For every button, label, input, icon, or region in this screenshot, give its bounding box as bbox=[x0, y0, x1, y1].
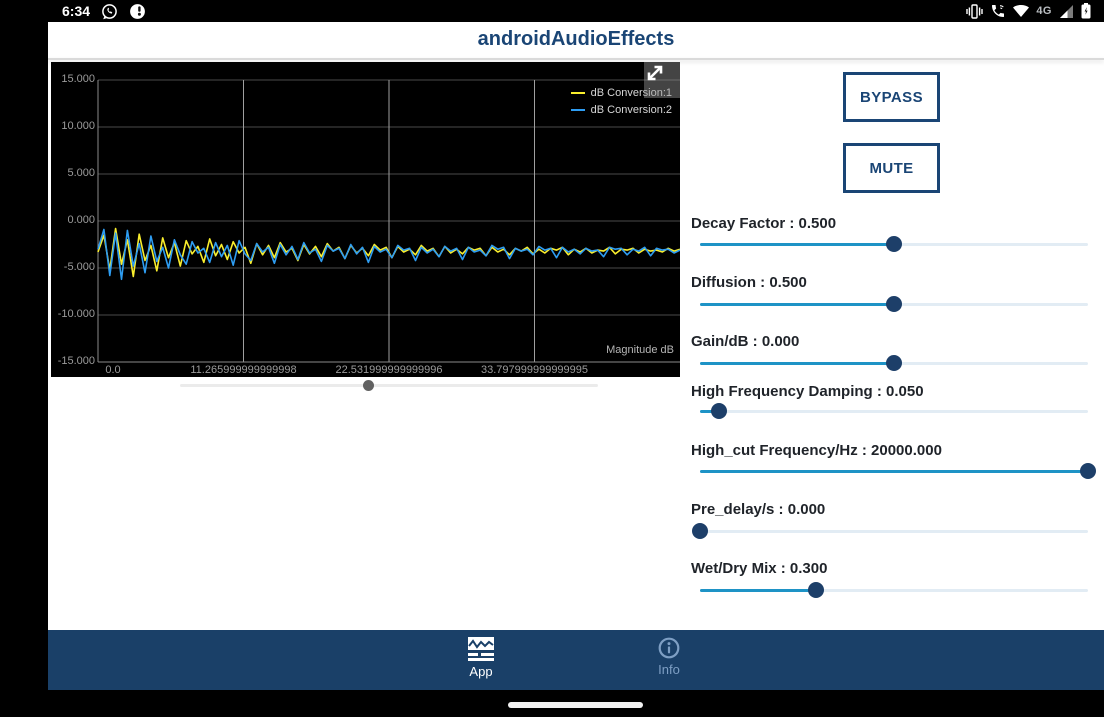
high-frequency-damping-slider[interactable] bbox=[700, 409, 1088, 413]
info-icon bbox=[658, 637, 680, 659]
wifi-calling-icon bbox=[992, 5, 1005, 17]
app-window: androidAudioEffects dB Conversion:1 dB Co… bbox=[48, 22, 1104, 690]
chart-scroll-thumb[interactable] bbox=[362, 380, 374, 391]
chart-panel[interactable]: dB Conversion:1 dB Conversion:2 Magnitude… bbox=[51, 62, 680, 377]
diffusion-slider-thumb[interactable] bbox=[886, 296, 902, 312]
high-frequency-damping-slider-fill bbox=[700, 409, 720, 413]
header-divider bbox=[48, 58, 1104, 60]
chart-scroll-slider[interactable] bbox=[180, 380, 598, 391]
wet-dry-mix-slider-thumb[interactable] bbox=[808, 582, 825, 598]
slider-label-decay-factor: Decay Factor : 0.500 bbox=[691, 215, 837, 232]
home-indicator[interactable] bbox=[508, 702, 643, 708]
high-cut-frequency-slider-fill bbox=[700, 469, 1088, 473]
gain-slider-fill bbox=[700, 361, 894, 365]
high-frequency-damping-slider-thumb[interactable] bbox=[711, 403, 728, 419]
page-title: androidAudioEffects bbox=[477, 28, 675, 50]
slider-label-high-frequency-damping: High Frequency Damping : 0.050 bbox=[691, 383, 924, 400]
vibrate-icon bbox=[966, 3, 984, 19]
tab-label: App bbox=[469, 664, 493, 679]
slider-label-high-cut-frequency: High_cut Frequency/Hz : 20000.000 bbox=[691, 442, 942, 459]
wifi-icon bbox=[1013, 5, 1030, 17]
diffusion-slider-fill bbox=[700, 302, 894, 306]
slider-label-pre-delay: Pre_delay/s : 0.000 bbox=[691, 501, 826, 518]
pre-delay-slider-thumb[interactable] bbox=[692, 523, 708, 539]
bottom-nav: App Info bbox=[48, 630, 1104, 690]
wet-dry-mix-slider[interactable] bbox=[700, 588, 1088, 592]
decay-factor-slider-thumb[interactable] bbox=[886, 236, 902, 252]
status-bar: 6:34 4G bbox=[0, 0, 1104, 22]
whatsapp-icon bbox=[102, 3, 117, 19]
high-cut-frequency-slider[interactable] bbox=[700, 469, 1088, 473]
expand-arrow-glyph bbox=[647, 65, 663, 81]
waveform-plot bbox=[97, 79, 680, 363]
slider-label-diffusion: Diffusion : 0.500 bbox=[691, 274, 807, 291]
signal-icon bbox=[1060, 4, 1073, 18]
network-type-label: 4G bbox=[1036, 5, 1052, 17]
slider-label-gain: Gain/dB : 0.000 bbox=[691, 333, 800, 350]
status-time: 6:34 bbox=[62, 3, 91, 19]
gesture-bar bbox=[0, 690, 1104, 717]
pre-delay-slider[interactable] bbox=[700, 529, 1088, 533]
mute-button[interactable]: MUTE bbox=[843, 143, 940, 193]
gain-slider-thumb[interactable] bbox=[886, 355, 902, 371]
tab-app[interactable]: App bbox=[441, 630, 521, 690]
slider-label-wet-dry-mix: Wet/Dry Mix : 0.300 bbox=[691, 560, 828, 577]
app-tab-icon bbox=[468, 637, 494, 661]
expand-icon[interactable] bbox=[644, 62, 680, 98]
bypass-button[interactable]: BYPASS bbox=[843, 72, 940, 122]
high-cut-frequency-slider-thumb[interactable] bbox=[1080, 463, 1096, 479]
tab-info[interactable]: Info bbox=[629, 630, 709, 690]
tab-label: Info bbox=[658, 662, 680, 677]
wet-dry-mix-slider-fill bbox=[700, 588, 817, 592]
battery-charging-icon bbox=[1081, 3, 1091, 19]
app-badge-icon bbox=[130, 3, 145, 19]
decay-factor-slider-fill bbox=[700, 242, 894, 246]
